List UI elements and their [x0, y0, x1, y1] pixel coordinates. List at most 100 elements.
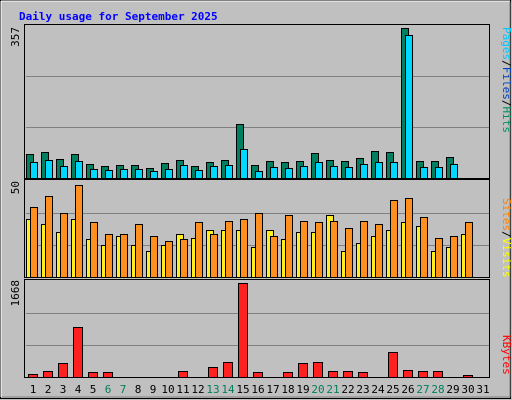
bar-visits-day-10	[165, 241, 173, 278]
bar-kbytes-day-15	[238, 283, 248, 378]
bar-kbytes-day-27	[418, 371, 428, 378]
x-label-day-31: 31	[476, 383, 489, 396]
bar-visits-day-21	[330, 221, 338, 278]
x-label-day-9: 9	[150, 383, 157, 396]
bar-files-day-12	[195, 170, 203, 179]
bars	[26, 28, 473, 378]
bar-files-day-4	[75, 161, 83, 179]
bar-files-day-13	[210, 166, 218, 179]
hits-legend: Pages/Files/Hits	[500, 27, 512, 133]
kbytes-legend: KBytes	[500, 335, 512, 375]
bar-kbytes-day-14	[223, 362, 233, 378]
x-label-day-25: 25	[386, 383, 399, 396]
bar-visits-day-5	[90, 222, 98, 278]
bar-visits-day-29	[450, 236, 458, 278]
bar-files-day-7	[120, 169, 128, 179]
bar-visits-day-24	[375, 224, 383, 278]
bar-kbytes-day-26	[403, 370, 413, 378]
x-label-day-1: 1	[30, 383, 37, 396]
bar-kbytes-day-30	[463, 375, 473, 378]
hits-max-label: 357	[9, 27, 22, 47]
bar-files-day-23	[360, 164, 368, 179]
visits-max-label: 50	[9, 181, 22, 194]
hits-panel-frame	[24, 24, 490, 179]
x-label-day-10: 10	[161, 383, 174, 396]
bar-visits-day-26	[405, 198, 413, 278]
x-label-day-29: 29	[446, 383, 459, 396]
bar-files-day-19	[300, 166, 308, 179]
bar-files-day-6	[105, 170, 113, 179]
bar-files-day-28	[435, 167, 443, 179]
bar-visits-day-1	[30, 207, 38, 278]
x-label-day-30: 30	[461, 383, 474, 396]
bar-kbytes-day-23	[358, 372, 368, 378]
bar-visits-day-16	[255, 213, 263, 278]
bar-files-day-22	[345, 167, 353, 179]
bar-kbytes-day-19	[298, 363, 308, 378]
legend-visits: Visits	[500, 238, 512, 278]
bar-files-day-1	[30, 162, 38, 179]
bar-visits-day-11	[180, 239, 188, 278]
bar-kbytes-day-5	[88, 372, 98, 378]
x-label-day-11: 11	[176, 383, 189, 396]
bar-files-day-21	[330, 166, 338, 179]
bar-visits-day-4	[75, 185, 83, 278]
legend-kbytes: KBytes	[500, 335, 512, 375]
bar-files-day-25	[390, 162, 398, 179]
x-label-day-23: 23	[356, 383, 369, 396]
x-label-day-3: 3	[60, 383, 67, 396]
bar-kbytes-day-22	[343, 371, 353, 378]
kbytes-panel-frame	[24, 279, 490, 378]
bar-files-day-11	[180, 165, 188, 179]
x-label-day-2: 2	[45, 383, 52, 396]
bar-kbytes-day-2	[43, 371, 53, 378]
x-label-day-7: 7	[120, 383, 127, 396]
bar-kbytes-day-21	[328, 371, 338, 378]
bar-kbytes-day-25	[388, 352, 398, 378]
bar-visits-day-13	[210, 234, 218, 278]
bar-kbytes-day-6	[103, 372, 113, 378]
x-label-day-19: 19	[296, 383, 309, 396]
bar-files-day-3	[60, 166, 68, 179]
x-label-day-20: 20	[311, 383, 324, 396]
bar-files-day-16	[255, 171, 263, 179]
bar-visits-day-30	[465, 222, 473, 278]
legend-separator: /	[500, 60, 512, 67]
bar-kbytes-day-20	[313, 362, 323, 378]
bar-files-day-8	[135, 169, 143, 179]
bar-visits-day-28	[435, 238, 443, 278]
legend-hits: Hits	[500, 107, 512, 134]
bar-visits-day-2	[45, 196, 53, 278]
bar-visits-day-6	[105, 234, 113, 278]
bar-kbytes-day-18	[283, 372, 293, 378]
bar-kbytes-day-16	[253, 372, 263, 378]
x-label-day-24: 24	[371, 383, 385, 396]
x-label-day-16: 16	[251, 383, 264, 396]
bar-visits-day-19	[300, 221, 308, 278]
legend-separator: /	[500, 231, 512, 238]
bar-files-day-5	[90, 169, 98, 179]
bar-files-day-17	[270, 167, 278, 179]
x-label-day-22: 22	[341, 383, 354, 396]
legend-pages: Pages	[500, 27, 512, 60]
bar-visits-day-3	[60, 213, 68, 278]
bar-visits-day-22	[345, 228, 353, 278]
bar-visits-day-14	[225, 221, 233, 278]
bar-visits-day-27	[420, 217, 428, 278]
bar-files-day-14	[225, 165, 233, 179]
bar-visits-day-15	[240, 219, 248, 278]
x-label-day-21: 21	[326, 383, 339, 396]
x-label-day-4: 4	[75, 383, 82, 396]
bar-kbytes-day-3	[58, 363, 68, 378]
x-label-day-5: 5	[90, 383, 97, 396]
bar-visits-day-25	[390, 200, 398, 278]
legend-files: Files	[500, 67, 512, 100]
x-label-day-17: 17	[266, 383, 279, 396]
x-label-day-13: 13	[206, 383, 219, 396]
x-label-day-14: 14	[221, 383, 235, 396]
bar-visits-day-17	[270, 236, 278, 278]
bar-files-day-9	[150, 171, 158, 179]
bar-files-day-18	[285, 168, 293, 179]
bar-files-day-26	[405, 35, 413, 179]
